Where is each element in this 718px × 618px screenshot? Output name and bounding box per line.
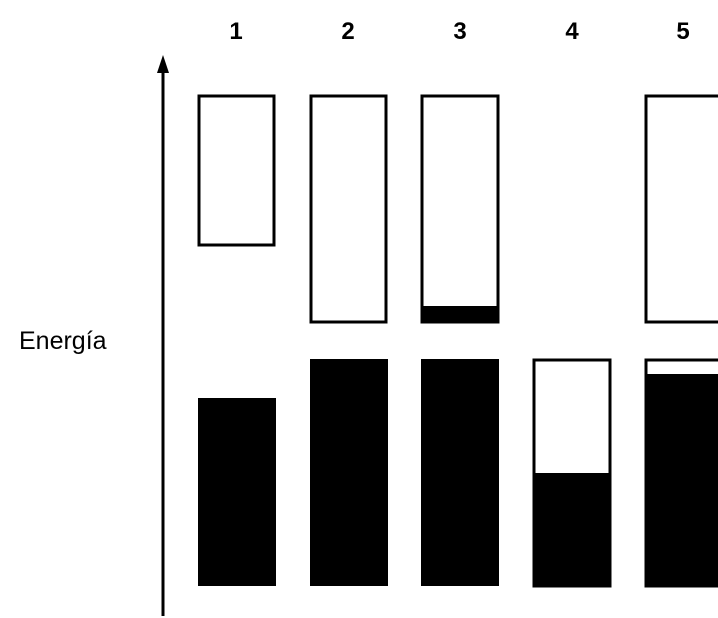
column-4-number: 4 [565, 18, 579, 45]
energy-axis-arrowhead [157, 55, 169, 73]
column-2-number: 2 [341, 18, 354, 45]
column-number-labels: 1 2 3 4 5 [229, 18, 689, 45]
column-5-number: 5 [676, 18, 689, 45]
column-1-upper-band [197, 94, 276, 247]
column-3-upper-band-filled-part [421, 306, 499, 323]
column-1-lower-band [198, 398, 276, 586]
energy-axis-label: Energía [19, 327, 107, 355]
column-3-number: 3 [453, 18, 466, 45]
column-1 [197, 94, 276, 586]
column-1-number: 1 [229, 18, 242, 45]
column-2 [309, 94, 388, 586]
column-5 [644, 94, 718, 588]
energy-axis [157, 55, 169, 616]
column-2-upper-band [309, 94, 388, 324]
column-5-upper-band [644, 94, 718, 324]
column-5-lower-band-filled-part [645, 374, 718, 586]
column-2-lower-band [310, 359, 388, 586]
column-3 [420, 94, 500, 586]
column-4 [532, 358, 612, 588]
column-3-upper-band [420, 94, 500, 324]
column-3-lower-band [421, 359, 499, 586]
column-4-lower-band-filled-part [533, 473, 611, 586]
